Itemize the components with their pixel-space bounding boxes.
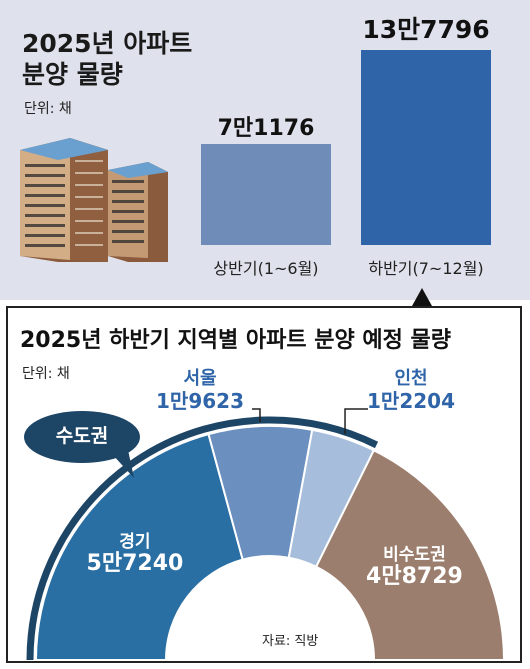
slice-name-gyeonggi: 경기 bbox=[119, 531, 151, 552]
capital-area-callout bbox=[24, 411, 140, 463]
slice-label-gyeonggi: 경기 5만7240 bbox=[70, 531, 200, 575]
leader-line-seoul bbox=[252, 408, 261, 423]
slice-non-capital bbox=[314, 448, 506, 661]
pointer-arrow-icon bbox=[412, 288, 432, 306]
bar-value-first-half: 7만1176 bbox=[217, 116, 315, 142]
capital-area-arc bbox=[26, 416, 379, 661]
panel-title: 2025년 하반기 지역별 아파트 분양 예정 물량 bbox=[20, 328, 452, 353]
slice-value-non-capital: 4만8729 bbox=[366, 564, 463, 590]
source-note: 자료: 직방 bbox=[262, 634, 319, 649]
capital-area-callout-tail bbox=[112, 450, 134, 478]
slice-value-incheon: 1만2204 bbox=[367, 389, 455, 413]
bar-value-second-half: 13만7796 bbox=[362, 15, 490, 44]
top-unit: 단위: 채 bbox=[24, 101, 72, 117]
bar-category-first-half: 상반기(1~6월) bbox=[213, 259, 319, 278]
capital-area-callout-text: 수도권 bbox=[55, 425, 109, 447]
top-title: 2025년 아파트 분양 물량 bbox=[22, 29, 193, 89]
slice-value-gyeonggi: 5만7240 bbox=[86, 550, 184, 576]
slice-label-incheon: 인천 1만2204 bbox=[356, 368, 466, 412]
slice-name-seoul: 서울 bbox=[183, 368, 217, 389]
bar-second-half bbox=[361, 50, 491, 245]
slice-gyeonggi bbox=[34, 432, 244, 661]
panel-unit: 단위: 채 bbox=[22, 366, 70, 382]
slice-name-non-capital: 비수도권 bbox=[383, 545, 446, 566]
slice-name-incheon: 인천 bbox=[394, 368, 428, 389]
bar-first-half bbox=[201, 144, 331, 245]
slice-value-seoul: 1만9623 bbox=[156, 389, 244, 413]
slice-label-seoul: 서울 1만9623 bbox=[145, 368, 255, 412]
bar-category-second-half: 하반기(7~12월) bbox=[368, 259, 484, 278]
slice-label-non-capital: 비수도권 4만8729 bbox=[349, 544, 479, 588]
leader-line-incheon bbox=[344, 408, 368, 435]
